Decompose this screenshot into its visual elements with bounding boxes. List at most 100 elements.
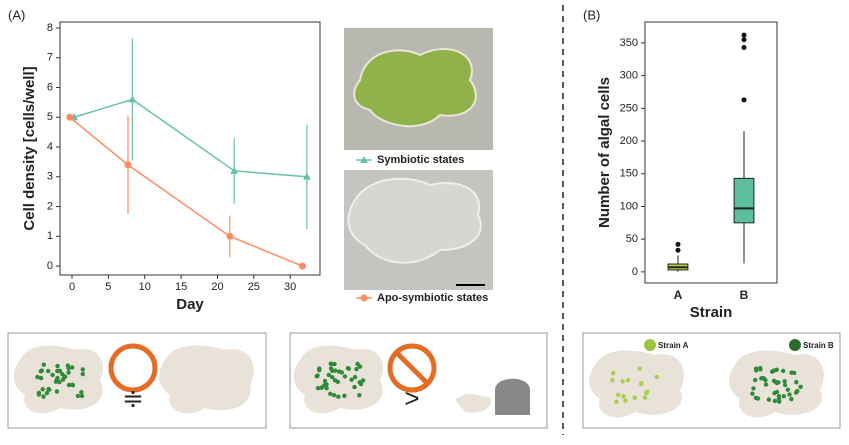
algae (55, 375, 60, 381)
panel-label: (B) (583, 7, 600, 22)
algae (50, 372, 55, 378)
algae (620, 379, 625, 384)
legend-label: Apo-symbiotic states (377, 292, 488, 304)
photos (344, 28, 493, 290)
marker (230, 166, 239, 174)
algae (346, 366, 352, 371)
algae (39, 368, 45, 373)
x-tick-label: 15 (175, 281, 187, 293)
outlier (741, 45, 747, 51)
y-tick-label: 300 (620, 70, 638, 82)
algae (654, 374, 660, 380)
algae (319, 385, 324, 390)
algae (789, 396, 794, 402)
y-tick-label: 0 (632, 266, 638, 278)
algae (79, 393, 85, 399)
cartoon-label: Strain A (658, 341, 689, 350)
algae (766, 397, 772, 402)
algae (610, 378, 615, 383)
algae (774, 389, 780, 395)
y-axis-label: Number of algal cells (596, 77, 613, 228)
outlier (675, 241, 681, 247)
legend-marker (360, 156, 368, 163)
svg-text:>: > (404, 383, 419, 413)
y-axis-label: Cell density [cells/well] (21, 66, 38, 230)
series-line (69, 116, 303, 267)
algae (787, 392, 792, 397)
algae (781, 368, 786, 374)
algae (335, 379, 341, 385)
algae (41, 362, 47, 367)
algae (328, 366, 334, 371)
algae (40, 387, 45, 392)
algae (771, 378, 777, 384)
y-tick-label: 6 (47, 81, 53, 93)
y-tick-label: 200 (620, 135, 638, 147)
algae (352, 374, 358, 380)
algae (357, 393, 362, 398)
algae (54, 389, 60, 394)
y-tick-label: 50 (626, 233, 638, 245)
y-tick-label: 1 (47, 230, 53, 242)
algae (339, 370, 345, 375)
algae (66, 366, 71, 371)
algae (785, 387, 791, 392)
algae (55, 363, 60, 369)
plot-frame (59, 21, 321, 276)
algae (80, 367, 85, 372)
algae (342, 374, 348, 379)
algae (616, 392, 621, 398)
algae (35, 374, 40, 380)
y-tick-label: 5 (47, 111, 53, 123)
x-tick-label: B (740, 288, 749, 302)
y-tick-label: 8 (47, 22, 53, 34)
x-tick-label: 20 (211, 281, 223, 293)
y-tick-label: 100 (620, 200, 638, 212)
algae (763, 378, 768, 383)
x-tick-label: 5 (105, 281, 111, 293)
algae (354, 366, 359, 372)
algae (358, 381, 364, 387)
algae (41, 394, 46, 399)
algae (62, 374, 68, 379)
y-tick-label: 150 (620, 168, 638, 180)
algae (772, 398, 778, 404)
y-tick-label: 7 (47, 52, 53, 64)
algae (332, 361, 337, 367)
algae (56, 368, 61, 374)
algae (324, 385, 329, 391)
algae (759, 376, 764, 381)
algae (70, 382, 75, 387)
algae (755, 396, 761, 401)
algae (763, 382, 769, 387)
algae (317, 367, 322, 373)
algae (355, 361, 360, 367)
algae (781, 394, 786, 399)
algae (324, 382, 329, 387)
marker (302, 172, 311, 180)
algae (794, 379, 799, 385)
algae (314, 374, 319, 379)
y-tick-label: 4 (47, 141, 53, 153)
algae (75, 393, 81, 399)
algae (360, 378, 366, 383)
marker (299, 262, 307, 270)
algae (753, 368, 759, 373)
algae (750, 391, 755, 396)
y-tick-label: 250 (620, 102, 638, 114)
algae (38, 375, 44, 381)
outlier (675, 247, 681, 253)
outlier (741, 97, 747, 103)
algae (782, 379, 787, 384)
algae (44, 390, 50, 396)
x-tick-label: 0 (69, 281, 75, 293)
plot-frame (644, 21, 778, 284)
algae (46, 368, 51, 374)
algae (328, 391, 333, 397)
algae (645, 389, 650, 394)
outlier (741, 32, 747, 38)
x-tick-label: 10 (139, 281, 151, 293)
algae (80, 371, 85, 377)
algae (774, 380, 780, 386)
algae (315, 386, 321, 391)
